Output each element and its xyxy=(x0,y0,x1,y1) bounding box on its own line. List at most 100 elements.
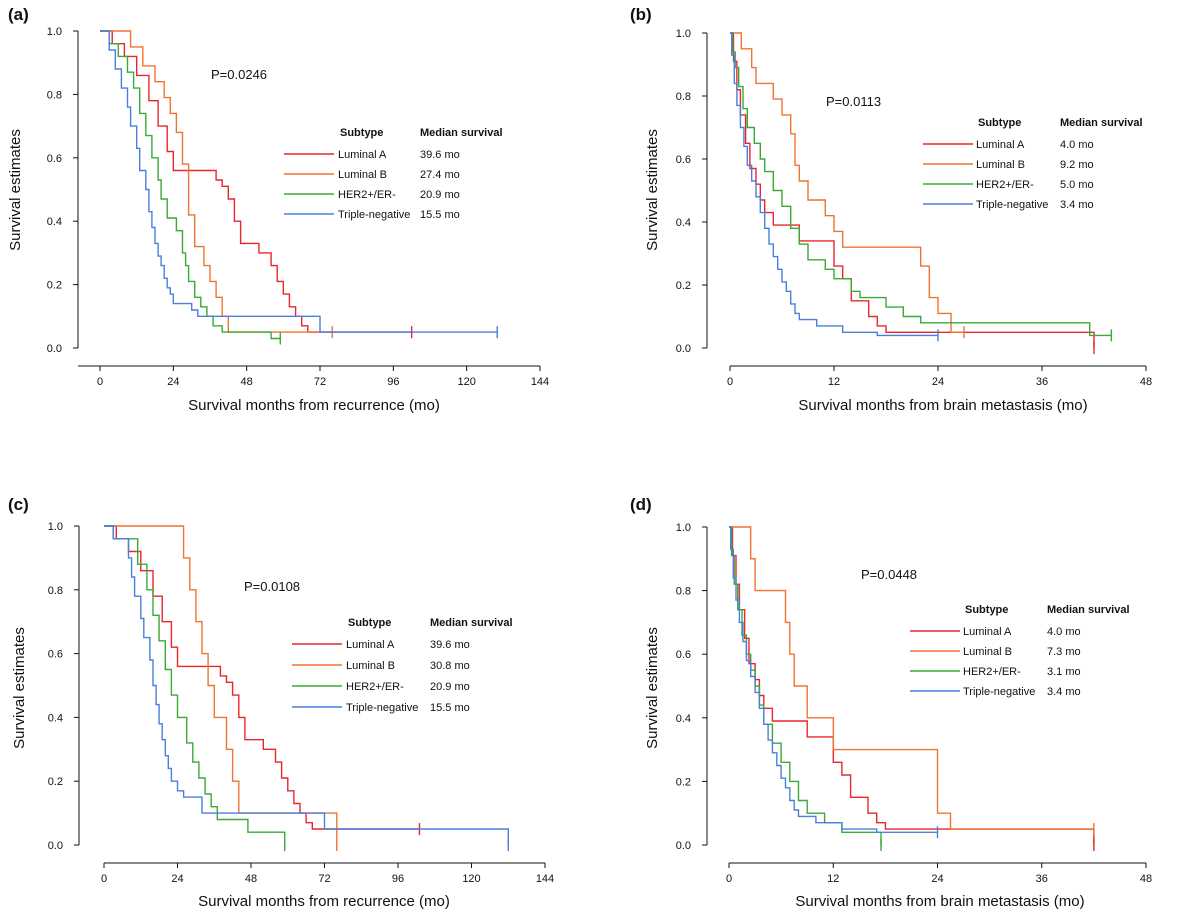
x-tick-label: 48 xyxy=(245,873,257,885)
legend-median: 20.9 mo xyxy=(420,189,460,201)
x-axis-title: Survival months from recurrence (mo) xyxy=(188,397,440,414)
legend-median: 4.0 mo xyxy=(1060,139,1094,151)
series-line-luminal-a xyxy=(730,32,1095,348)
y-tick-label: 1.0 xyxy=(47,26,62,38)
p-value: P=0.0246 xyxy=(211,67,267,82)
x-tick-label: 72 xyxy=(314,376,326,388)
panel-label: (c) xyxy=(8,495,29,514)
y-tick-label: 0.8 xyxy=(676,91,691,103)
y-axis-title: Survival estimates xyxy=(11,627,28,749)
panel-label: (d) xyxy=(630,495,652,514)
y-tick-label: 0.4 xyxy=(676,217,691,229)
legend-label: Luminal B xyxy=(346,660,395,672)
legend-label: Triple-negative xyxy=(976,199,1048,211)
legend-label: Luminal A xyxy=(338,149,387,161)
legend-median: 15.5 mo xyxy=(420,209,460,221)
legend-header-subtype: Subtype xyxy=(965,604,1008,616)
y-tick-label: 0.6 xyxy=(47,153,62,165)
legend-median: 20.9 mo xyxy=(430,681,470,693)
legend-median: 15.5 mo xyxy=(430,702,470,714)
y-axis-title: Survival estimates xyxy=(644,627,661,749)
x-axis-title: Survival months from recurrence (mo) xyxy=(198,893,450,910)
x-axis-title: Survival months from brain metastasis (m… xyxy=(798,397,1087,414)
x-tick-label: 72 xyxy=(318,873,330,885)
y-tick-label: 1.0 xyxy=(48,521,63,533)
p-value: P=0.0448 xyxy=(861,567,917,582)
x-tick-label: 36 xyxy=(1036,376,1048,388)
legend-label: Luminal B xyxy=(976,159,1025,171)
y-tick-label: 0.0 xyxy=(48,840,63,852)
legend-median: 9.2 mo xyxy=(1060,159,1094,171)
x-tick-label: 36 xyxy=(1036,873,1048,885)
panel-d: (d) 0.0 0.2 0.4 0.6 0.8 1.0 0 12 24 36 48 Survival m… xyxy=(630,495,1152,910)
legend-header-median: Median survival xyxy=(1047,604,1130,616)
series-line-luminal-b xyxy=(100,30,333,333)
legend-label: Triple-negative xyxy=(346,702,418,714)
y-tick-label: 1.0 xyxy=(676,28,691,40)
legend-median: 39.6 mo xyxy=(430,639,470,651)
y-tick-label: 0.2 xyxy=(48,776,63,788)
y-tick-label: 0.0 xyxy=(47,343,62,355)
legend-label: Triple-negative xyxy=(338,209,410,221)
legend-label: Luminal B xyxy=(963,646,1012,658)
panel-c: (c) 0.0 0.2 0.4 0.6 0.8 1.0 0 24 48 72 96 120 144 Surv… xyxy=(8,495,554,910)
x-tick-label: 24 xyxy=(932,376,944,388)
y-tick-label: 0.6 xyxy=(48,649,63,661)
x-tick-label: 0 xyxy=(727,376,733,388)
x-tick-label: 48 xyxy=(1140,873,1152,885)
legend-label: Luminal B xyxy=(338,169,387,181)
panel-label: (b) xyxy=(630,5,652,24)
series-line-luminal-b xyxy=(730,32,964,333)
y-tick-label: 0.8 xyxy=(47,89,62,101)
legend-median: 30.8 mo xyxy=(430,660,470,672)
series-line-triple-negative xyxy=(730,32,938,337)
series-line-triple-negative xyxy=(104,525,509,845)
legend-label: Triple-negative xyxy=(963,686,1035,698)
legend-label: Luminal A xyxy=(346,639,395,651)
p-value: P=0.0108 xyxy=(244,579,300,594)
y-axis-title: Survival estimates xyxy=(644,129,661,251)
x-tick-label: 120 xyxy=(462,873,480,885)
legend-median: 4.0 mo xyxy=(1047,626,1081,638)
y-tick-label: 0.8 xyxy=(676,586,691,598)
series-line-triple-negative xyxy=(729,526,938,833)
legend-header-median: Median survival xyxy=(1060,117,1143,129)
legend-median: 39.6 mo xyxy=(420,149,460,161)
y-tick-label: 0.2 xyxy=(676,776,691,788)
x-tick-label: 48 xyxy=(1140,376,1152,388)
x-tick-label: 24 xyxy=(167,376,179,388)
y-tick-label: 0.6 xyxy=(676,649,691,661)
legend-header-subtype: Subtype xyxy=(340,127,383,139)
x-tick-label: 144 xyxy=(536,873,554,885)
series-line-her2-er- xyxy=(104,525,286,845)
legend-median: 3.1 mo xyxy=(1047,666,1081,678)
x-axis-title: Survival months from brain metastasis (m… xyxy=(795,893,1084,910)
y-tick-label: 0.4 xyxy=(676,713,691,725)
x-tick-label: 96 xyxy=(387,376,399,388)
p-value: P=0.0113 xyxy=(826,94,881,109)
y-tick-label: 1.0 xyxy=(676,522,691,534)
x-tick-label: 12 xyxy=(827,873,839,885)
series-line-her2-er- xyxy=(730,32,1112,337)
legend-label: HER2+/ER- xyxy=(338,189,396,201)
y-tick-label: 0.2 xyxy=(676,280,691,292)
legend-header-subtype: Subtype xyxy=(978,117,1021,129)
series-line-luminal-a xyxy=(104,525,420,830)
legend-median: 3.4 mo xyxy=(1060,199,1094,211)
y-tick-label: 0.2 xyxy=(47,280,62,292)
x-tick-label: 0 xyxy=(726,873,732,885)
x-tick-label: 144 xyxy=(531,376,549,388)
legend-label: HER2+/ER- xyxy=(346,681,404,693)
y-tick-label: 0.4 xyxy=(48,712,63,724)
legend-header-median: Median survival xyxy=(420,127,503,139)
legend-median: 5.0 mo xyxy=(1060,179,1094,191)
legend-median: 7.3 mo xyxy=(1047,646,1081,658)
series-line-luminal-b xyxy=(729,526,1094,830)
y-tick-label: 0.8 xyxy=(48,585,63,597)
legend-label: Luminal A xyxy=(963,626,1012,638)
x-tick-label: 24 xyxy=(931,873,943,885)
y-tick-label: 0.4 xyxy=(47,216,62,228)
legend-median: 27.4 mo xyxy=(420,169,460,181)
y-axis-title: Survival estimates xyxy=(7,129,24,251)
